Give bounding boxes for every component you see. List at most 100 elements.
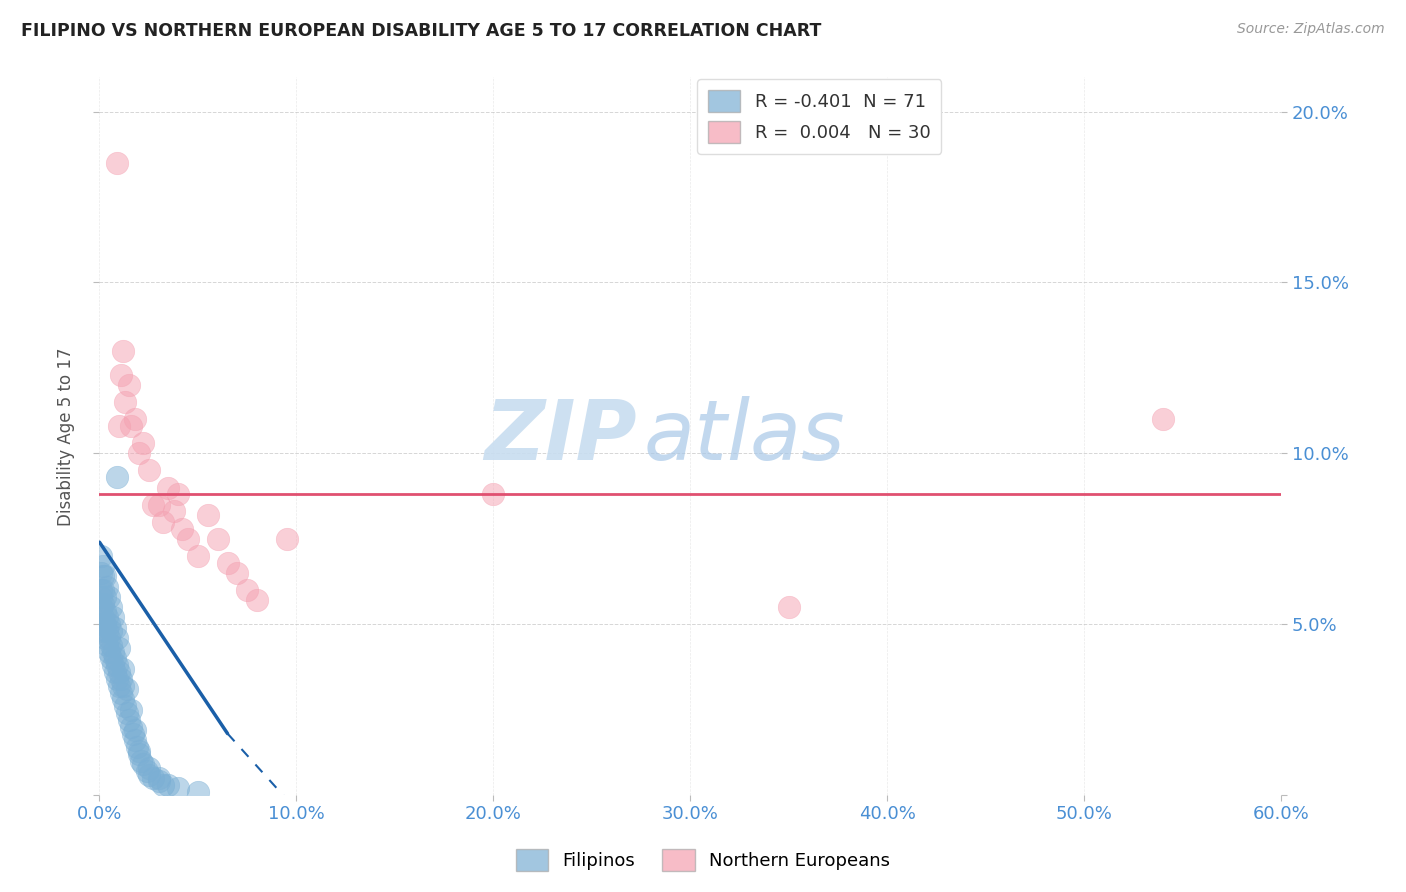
Point (128, 446, 150, 460)
Point (114, 699, 136, 714)
Point (236, 582, 259, 597)
Point (94, 569, 117, 583)
Legend: R = -0.401  N = 71, R =  0.004   N = 30: R = -0.401 N = 71, R = 0.004 N = 30 (697, 79, 942, 154)
Point (157, 481, 180, 495)
Point (96, 580, 118, 594)
Point (142, 498, 165, 512)
Point (96, 624, 118, 638)
Point (90, 590, 112, 604)
Point (1152, 412, 1174, 426)
Text: FILIPINO VS NORTHERN EUROPEAN DISABILITY AGE 5 TO 17 CORRELATION CHART: FILIPINO VS NORTHERN EUROPEAN DISABILITY… (21, 22, 821, 40)
Point (90, 582, 112, 597)
Point (93, 624, 115, 638)
Point (94, 603, 117, 617)
Point (129, 754, 152, 768)
Point (187, 784, 209, 798)
Point (98, 644, 121, 658)
Point (98, 590, 121, 604)
Point (108, 419, 131, 434)
Point (167, 781, 190, 796)
Point (112, 692, 135, 706)
Point (112, 343, 135, 358)
Point (104, 621, 127, 635)
Point (138, 761, 160, 775)
Point (105, 658, 128, 673)
Point (122, 726, 145, 740)
Point (128, 747, 150, 761)
Point (115, 682, 138, 697)
Point (187, 549, 209, 563)
Point (100, 624, 122, 638)
Point (128, 744, 150, 758)
Point (94, 590, 117, 604)
Point (103, 658, 125, 673)
Point (100, 600, 122, 615)
Point (110, 368, 132, 382)
Point (124, 723, 146, 738)
Point (124, 412, 146, 426)
Point (90, 549, 112, 563)
Point (105, 156, 128, 170)
Point (197, 508, 219, 522)
Point (93, 569, 115, 583)
Point (778, 600, 800, 615)
Point (112, 662, 135, 676)
Point (105, 470, 128, 484)
Point (167, 487, 190, 501)
Point (98, 617, 121, 632)
Point (94, 617, 117, 632)
Point (108, 641, 131, 656)
Point (124, 733, 146, 747)
Point (120, 720, 142, 734)
Point (96, 638, 118, 652)
Point (93, 582, 115, 597)
Point (90, 566, 112, 580)
Point (110, 672, 132, 686)
Point (276, 532, 298, 546)
Point (135, 764, 157, 779)
Point (103, 610, 125, 624)
Point (98, 631, 121, 645)
Point (100, 638, 122, 652)
Point (118, 713, 141, 727)
Point (138, 767, 160, 781)
Text: Source: ZipAtlas.com: Source: ZipAtlas.com (1237, 22, 1385, 37)
Point (148, 498, 170, 512)
Point (118, 378, 141, 392)
Point (90, 600, 112, 615)
Point (125, 740, 148, 755)
Point (104, 651, 127, 665)
Point (96, 610, 118, 624)
Point (105, 631, 128, 645)
Point (120, 703, 142, 717)
Point (246, 593, 269, 607)
Point (138, 463, 160, 477)
Point (108, 665, 131, 679)
Point (112, 679, 135, 693)
Point (103, 644, 125, 658)
Point (157, 778, 180, 792)
Point (172, 522, 194, 536)
Point (152, 515, 174, 529)
Point (93, 559, 115, 574)
Point (115, 706, 138, 720)
Point (93, 610, 115, 624)
Point (120, 419, 142, 434)
Text: atlas: atlas (643, 396, 845, 476)
Point (207, 532, 229, 546)
Y-axis label: Disability Age 5 to 17: Disability Age 5 to 17 (58, 347, 75, 525)
Point (152, 778, 174, 792)
Point (108, 679, 131, 693)
Text: ZIP: ZIP (485, 396, 637, 476)
Point (114, 395, 136, 409)
Point (148, 774, 170, 789)
Point (226, 566, 249, 580)
Point (105, 672, 128, 686)
Point (94, 631, 117, 645)
Point (132, 436, 155, 450)
Point (110, 685, 132, 699)
Point (217, 556, 239, 570)
Point (142, 771, 165, 785)
Point (90, 617, 112, 632)
Point (100, 651, 122, 665)
